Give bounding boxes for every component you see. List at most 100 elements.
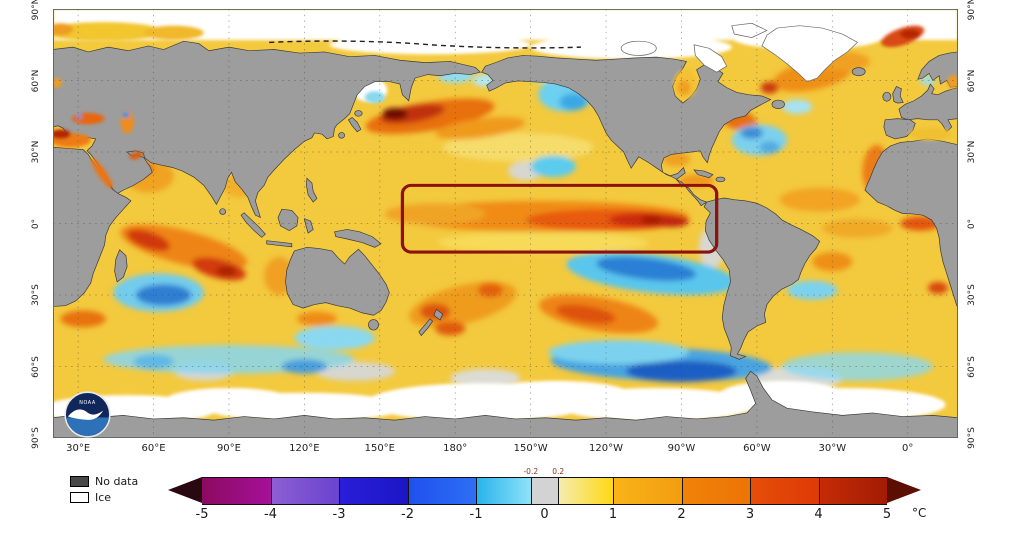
lon-tick-label: 120°W [589, 443, 624, 454]
colorbar-minor-tick-label: -0.2 [523, 467, 539, 476]
ice-landmasses [620, 22, 859, 83]
land-tasmania [368, 319, 379, 331]
lon-tick-label: 150°E [364, 443, 395, 454]
colorbar-segment [681, 478, 750, 504]
lat-tick-label: 90°S [31, 427, 41, 449]
land-uk [892, 86, 904, 104]
lat-tick-label: 60°S [967, 355, 977, 378]
arctic-warm-patches [53, 22, 925, 104]
colorbar-segment [476, 478, 531, 504]
colorbar-body: -5 -4 -3 -2 -1 0 1 2 3 4 5 -0.2 0.2 [196, 467, 892, 522]
lat-tick-label: 0° [31, 218, 41, 229]
lon-tick-label: 0° [902, 443, 914, 454]
legend-no-data: No data [70, 474, 138, 489]
lon-tick-label: 60°W [743, 443, 771, 454]
colorbar-unit-label: °C [912, 506, 927, 520]
land-baffin [693, 44, 728, 73]
colorbar-tick-label: -3 [332, 507, 346, 522]
lat-tick-label: 60°S [31, 355, 41, 378]
lat-tick-label: 90°N [967, 0, 977, 21]
land-eurasia [53, 40, 482, 219]
inland-seas [53, 69, 958, 189]
colorbar: -5 -4 -3 -2 -1 0 1 2 3 4 5 -0.2 0.2 °C [168, 467, 928, 527]
legend: No data Ice [70, 474, 138, 506]
colorbar-tick-label: -5 [195, 507, 209, 522]
land-borneo [277, 208, 299, 232]
colorbar-segment [270, 478, 339, 504]
colorbar-tick-label: 0 [540, 507, 549, 522]
land-africa-west [864, 138, 958, 307]
ice-edge-line [269, 40, 581, 49]
land-victoria-island [620, 40, 657, 56]
lon-tick-label: 30°E [66, 443, 91, 454]
colorbar-segment [750, 478, 819, 504]
land-new-zealand [418, 308, 444, 337]
lat-tick-label: 30°N [31, 140, 41, 164]
lon-tick-label: 90°E [216, 443, 241, 454]
colorbar-right-arrow-icon [887, 477, 921, 503]
latitude-axis-left: 90°N 60°N 30°N 0° 30°S 60°S 90°S [28, 0, 44, 449]
colorbar-segment [202, 478, 271, 504]
land-java [266, 240, 293, 248]
colorbar-segment [818, 478, 887, 504]
world-map [53, 9, 958, 438]
colorbar-segment [613, 478, 682, 504]
colorbar-tick-label: 3 [745, 507, 755, 522]
lat-tick-label: 30°S [967, 284, 977, 306]
land-antarctica [53, 370, 958, 438]
colorbar-tick-label: 5 [882, 507, 892, 522]
lat-tick-label: 90°N [31, 0, 41, 21]
colorbar-tick-label: 1 [608, 507, 618, 522]
land-ellesmere [731, 22, 768, 38]
colorbar-segment [407, 478, 476, 504]
lat-tick-label: 90°S [967, 427, 977, 449]
colorbar-tick-label: 2 [677, 507, 686, 522]
land-sri-lanka [219, 208, 227, 215]
latitude-axis-right: 90°N 60°N 30°N 0° 30°S 60°S 90°S [964, 0, 980, 449]
colorbar-tick-label: 4 [814, 507, 823, 522]
noaa-seagull-icon [67, 409, 104, 420]
land-ireland [882, 91, 892, 102]
lat-tick-label: 30°S [31, 284, 41, 306]
longitude-axis: 30°E 60°E 90°E 120°E 150°E 180° 150°W 120°W 90°W… [53, 443, 958, 459]
no-data-swatch [70, 476, 89, 487]
no-data-label: No data [95, 475, 139, 488]
world-map-svg [53, 9, 958, 438]
lon-tick-label: 120°E [289, 443, 320, 454]
lat-tick-label: 60°N [31, 69, 41, 92]
lat-tick-label: 30°N [967, 140, 977, 164]
map-frame [53, 9, 958, 438]
colorbar-minor-tick-label: 0.2 [552, 467, 565, 476]
nino-region-box [400, 183, 719, 254]
ice-swatch [70, 492, 89, 503]
land-greenland [761, 25, 859, 83]
lon-tick-label: 150°W [513, 443, 548, 454]
lon-tick-label: 60°E [141, 443, 166, 454]
noaa-logo: NOAA [64, 391, 111, 438]
land-new-guinea [334, 229, 382, 248]
noaa-logo-ocean [65, 417, 110, 437]
colorbar-tick-label: -1 [469, 507, 483, 522]
legend-ice: Ice [70, 490, 138, 505]
colorbar-segment [339, 478, 408, 504]
land-europe [898, 83, 958, 133]
lat-tick-label: 0° [967, 218, 977, 229]
land-philippines [306, 177, 318, 203]
lat-tick-label: 60°N [967, 69, 977, 92]
land-madagascar [114, 249, 128, 283]
land-newfoundland [771, 99, 785, 109]
landmasses [53, 40, 958, 438]
colorbar-left-arrow-icon [168, 477, 202, 503]
lon-tick-label: 30°W [818, 443, 847, 454]
colorbar-tick-label: -4 [264, 507, 277, 522]
ice-label: Ice [95, 491, 112, 504]
land-north-america [481, 55, 772, 207]
land-australia [285, 246, 390, 316]
colorbar-segment [530, 478, 559, 504]
noaa-logo-text: NOAA [79, 400, 96, 406]
land-sumatra [240, 212, 266, 238]
lon-tick-label: 90°W [667, 443, 696, 454]
land-japan [347, 117, 362, 133]
land-cuba [693, 169, 714, 179]
